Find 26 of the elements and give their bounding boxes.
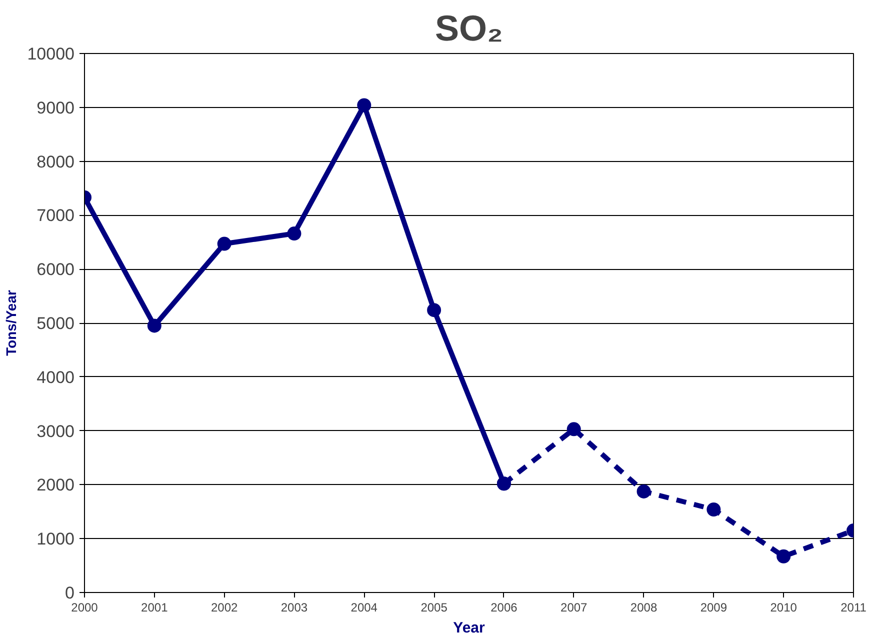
x-tick-label: 2001 xyxy=(141,600,168,614)
x-tick-label: 2003 xyxy=(280,600,308,614)
chart-title: SO₂ xyxy=(434,8,504,48)
y-tick-label: 7000 xyxy=(36,206,75,226)
x-tick-label: 2006 xyxy=(490,600,518,614)
x-tick-label: 2011 xyxy=(840,600,867,614)
x-tick-label: 2008 xyxy=(630,600,658,614)
y-tick-label: 0 xyxy=(65,584,75,602)
y-tick-label: 6000 xyxy=(36,260,75,280)
y-tick-label: 1000 xyxy=(36,530,75,549)
x-tick-label: 2007 xyxy=(560,600,588,614)
y-tick-label: 2000 xyxy=(36,476,75,495)
y-tick-label: 8000 xyxy=(36,152,75,172)
x-tick-label: 2009 xyxy=(700,600,728,614)
x-axis-title: Year xyxy=(453,620,486,636)
x-tick-label: 2010 xyxy=(770,600,798,614)
y-axis-title: Tons/Year xyxy=(3,290,20,356)
x-tick-label: 2002 xyxy=(210,600,238,614)
x-tick-label: 2005 xyxy=(420,600,448,614)
y-tick-label: 5000 xyxy=(36,314,75,333)
x-tick-label: 2000 xyxy=(71,600,98,614)
y-tick-label: 4000 xyxy=(36,368,75,387)
x-tick-label: 2004 xyxy=(350,600,378,614)
y-tick-label: 9000 xyxy=(36,98,75,118)
y-tick-label: 3000 xyxy=(36,422,75,441)
y-tick-label: 10000 xyxy=(27,44,75,64)
